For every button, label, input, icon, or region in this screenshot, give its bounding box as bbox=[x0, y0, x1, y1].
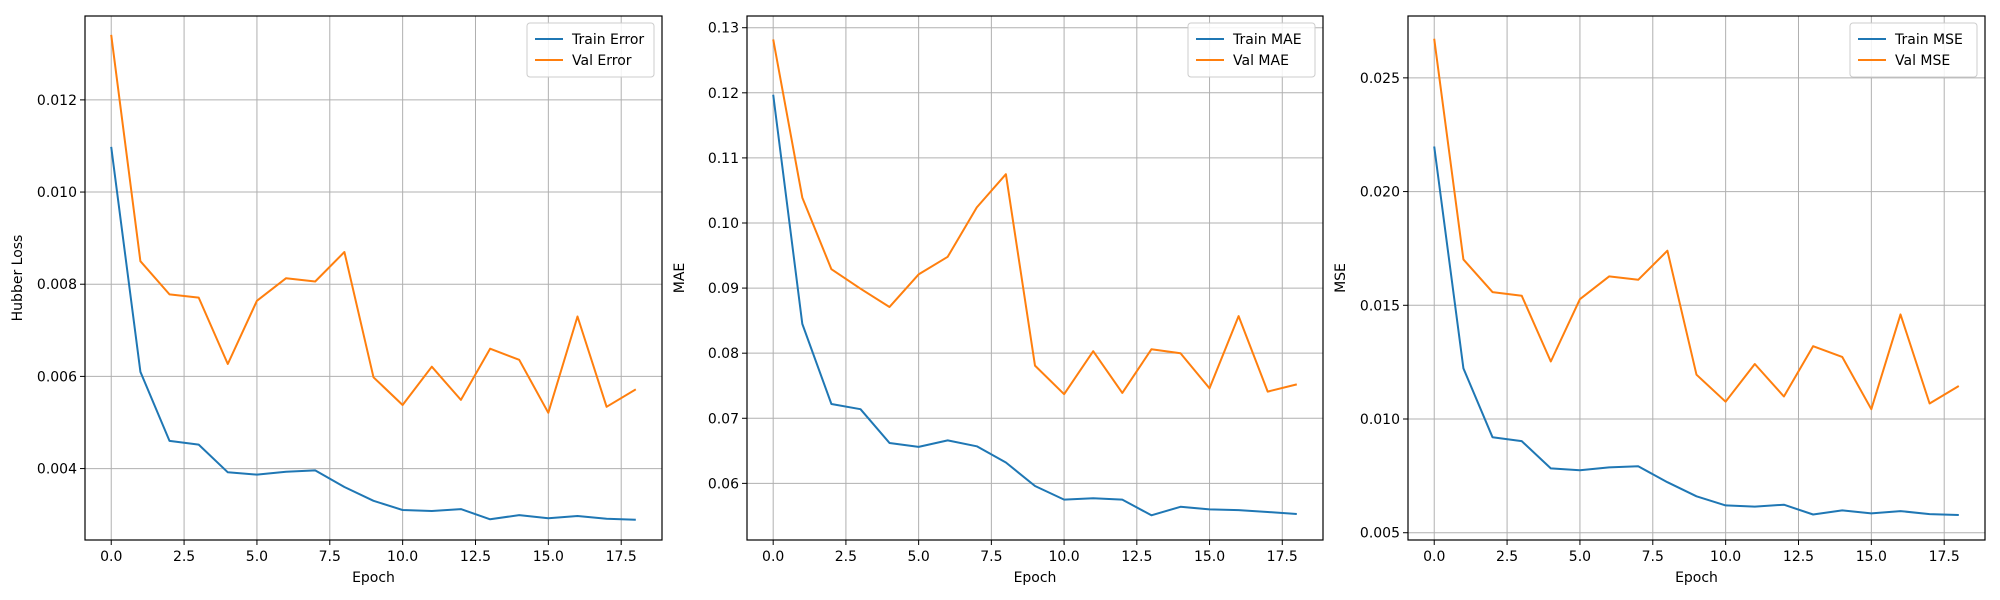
x-tick-label: 2.5 bbox=[1496, 549, 1518, 565]
legend: Train Error Val Error bbox=[526, 22, 655, 78]
legend-box bbox=[526, 22, 655, 78]
x-axis-label: Epoch bbox=[1014, 570, 1057, 586]
y-tick-label: 0.12 bbox=[708, 86, 739, 102]
y-tick-label: 0.010 bbox=[37, 185, 77, 201]
axes-frame bbox=[746, 15, 1324, 541]
y-tick-label: 0.025 bbox=[1360, 71, 1400, 87]
legend: Train MSE Val MSE bbox=[1849, 22, 1978, 78]
series-line-val-mse bbox=[1433, 38, 1960, 411]
x-tick-label: 0.0 bbox=[1423, 549, 1445, 565]
legend-box bbox=[1187, 22, 1316, 78]
legend-box bbox=[1849, 22, 1978, 78]
legend-entry-label: Train Error bbox=[571, 32, 644, 48]
x-axis-label: Epoch bbox=[352, 570, 395, 586]
chart-panel-3: 0.0 2.5 5.0 7.5 10.0 12.5 15.0 17.5 0.005 0.010 0.… bbox=[1333, 15, 1986, 586]
legend-entry-label: Val MSE bbox=[1895, 53, 1950, 69]
y-tick-label: 0.006 bbox=[37, 369, 77, 385]
x-tick-label: 15.0 bbox=[1856, 549, 1887, 565]
y-tick-label: 0.012 bbox=[37, 93, 77, 109]
x-tick-label: 10.0 bbox=[1049, 549, 1080, 565]
y-axis-label: Hubber Loss bbox=[10, 235, 26, 322]
series-line-train-mae bbox=[772, 94, 1297, 517]
series-line-val-error bbox=[110, 34, 637, 414]
y-tick-label: 0.004 bbox=[37, 462, 77, 478]
x-tick-label: 0.0 bbox=[762, 549, 784, 565]
x-tick-label: 12.5 bbox=[1121, 549, 1152, 565]
y-tick-label: 0.10 bbox=[708, 216, 739, 232]
axes-frame bbox=[84, 15, 663, 541]
y-tick-label: 0.11 bbox=[708, 151, 739, 167]
chart-panel-2: 0.0 2.5 5.0 7.5 10.0 12.5 15.0 17.5 0.06 0.07 0.08… bbox=[672, 15, 1324, 586]
x-tick-label: 2.5 bbox=[173, 549, 195, 565]
y-tick-label: 0.08 bbox=[708, 346, 739, 362]
x-tick-label: 0.0 bbox=[100, 549, 122, 565]
y-axis-label: MSE bbox=[1333, 263, 1349, 293]
x-tick-label: 17.5 bbox=[606, 549, 637, 565]
y-tick-label: 0.13 bbox=[708, 21, 739, 37]
x-tick-label: 2.5 bbox=[835, 549, 857, 565]
legend-entry-label: Train MSE bbox=[1894, 32, 1963, 48]
series-line-val-mae bbox=[772, 39, 1298, 396]
chart-panel-1: 0.0 2.5 5.0 7.5 10.0 12.5 15.0 17.5 0.004 0.006 0.… bbox=[10, 15, 663, 586]
y-tick-label: 0.06 bbox=[708, 476, 739, 492]
legend-entry-label: Val MAE bbox=[1233, 53, 1289, 69]
x-tick-label: 10.0 bbox=[387, 549, 418, 565]
y-axis-label: MAE bbox=[672, 263, 688, 294]
y-tick-label: 0.005 bbox=[1360, 526, 1400, 542]
legend-entry-label: Train MAE bbox=[1232, 32, 1302, 48]
x-tick-label: 10.0 bbox=[1710, 549, 1741, 565]
y-tick-label: 0.020 bbox=[1360, 185, 1400, 201]
legend-entry-label: Val Error bbox=[572, 53, 632, 69]
axes-frame bbox=[1407, 15, 1986, 541]
x-tick-label: 17.5 bbox=[1267, 549, 1298, 565]
x-tick-label: 17.5 bbox=[1929, 549, 1960, 565]
x-tick-label: 12.5 bbox=[1783, 549, 1814, 565]
series-line-train-error bbox=[110, 146, 636, 521]
y-tick-label: 0.008 bbox=[37, 277, 77, 293]
x-tick-label: 15.0 bbox=[533, 549, 564, 565]
x-tick-label: 12.5 bbox=[460, 549, 491, 565]
y-tick-label: 0.015 bbox=[1360, 298, 1400, 314]
x-tick-label: 15.0 bbox=[1194, 549, 1225, 565]
x-axis-label: Epoch bbox=[1675, 570, 1718, 586]
x-tick-label: 5.0 bbox=[246, 549, 268, 565]
y-tick-label: 0.010 bbox=[1360, 412, 1400, 428]
x-tick-label: 7.5 bbox=[980, 549, 1002, 565]
x-tick-label: 7.5 bbox=[1642, 549, 1664, 565]
x-tick-label: 5.0 bbox=[908, 549, 930, 565]
x-tick-label: 7.5 bbox=[319, 549, 341, 565]
legend: Train MAE Val MAE bbox=[1187, 22, 1316, 78]
series-line-train-mse bbox=[1433, 146, 1959, 516]
y-tick-label: 0.07 bbox=[708, 411, 739, 427]
x-tick-label: 5.0 bbox=[1569, 549, 1591, 565]
y-tick-label: 0.09 bbox=[708, 281, 739, 297]
